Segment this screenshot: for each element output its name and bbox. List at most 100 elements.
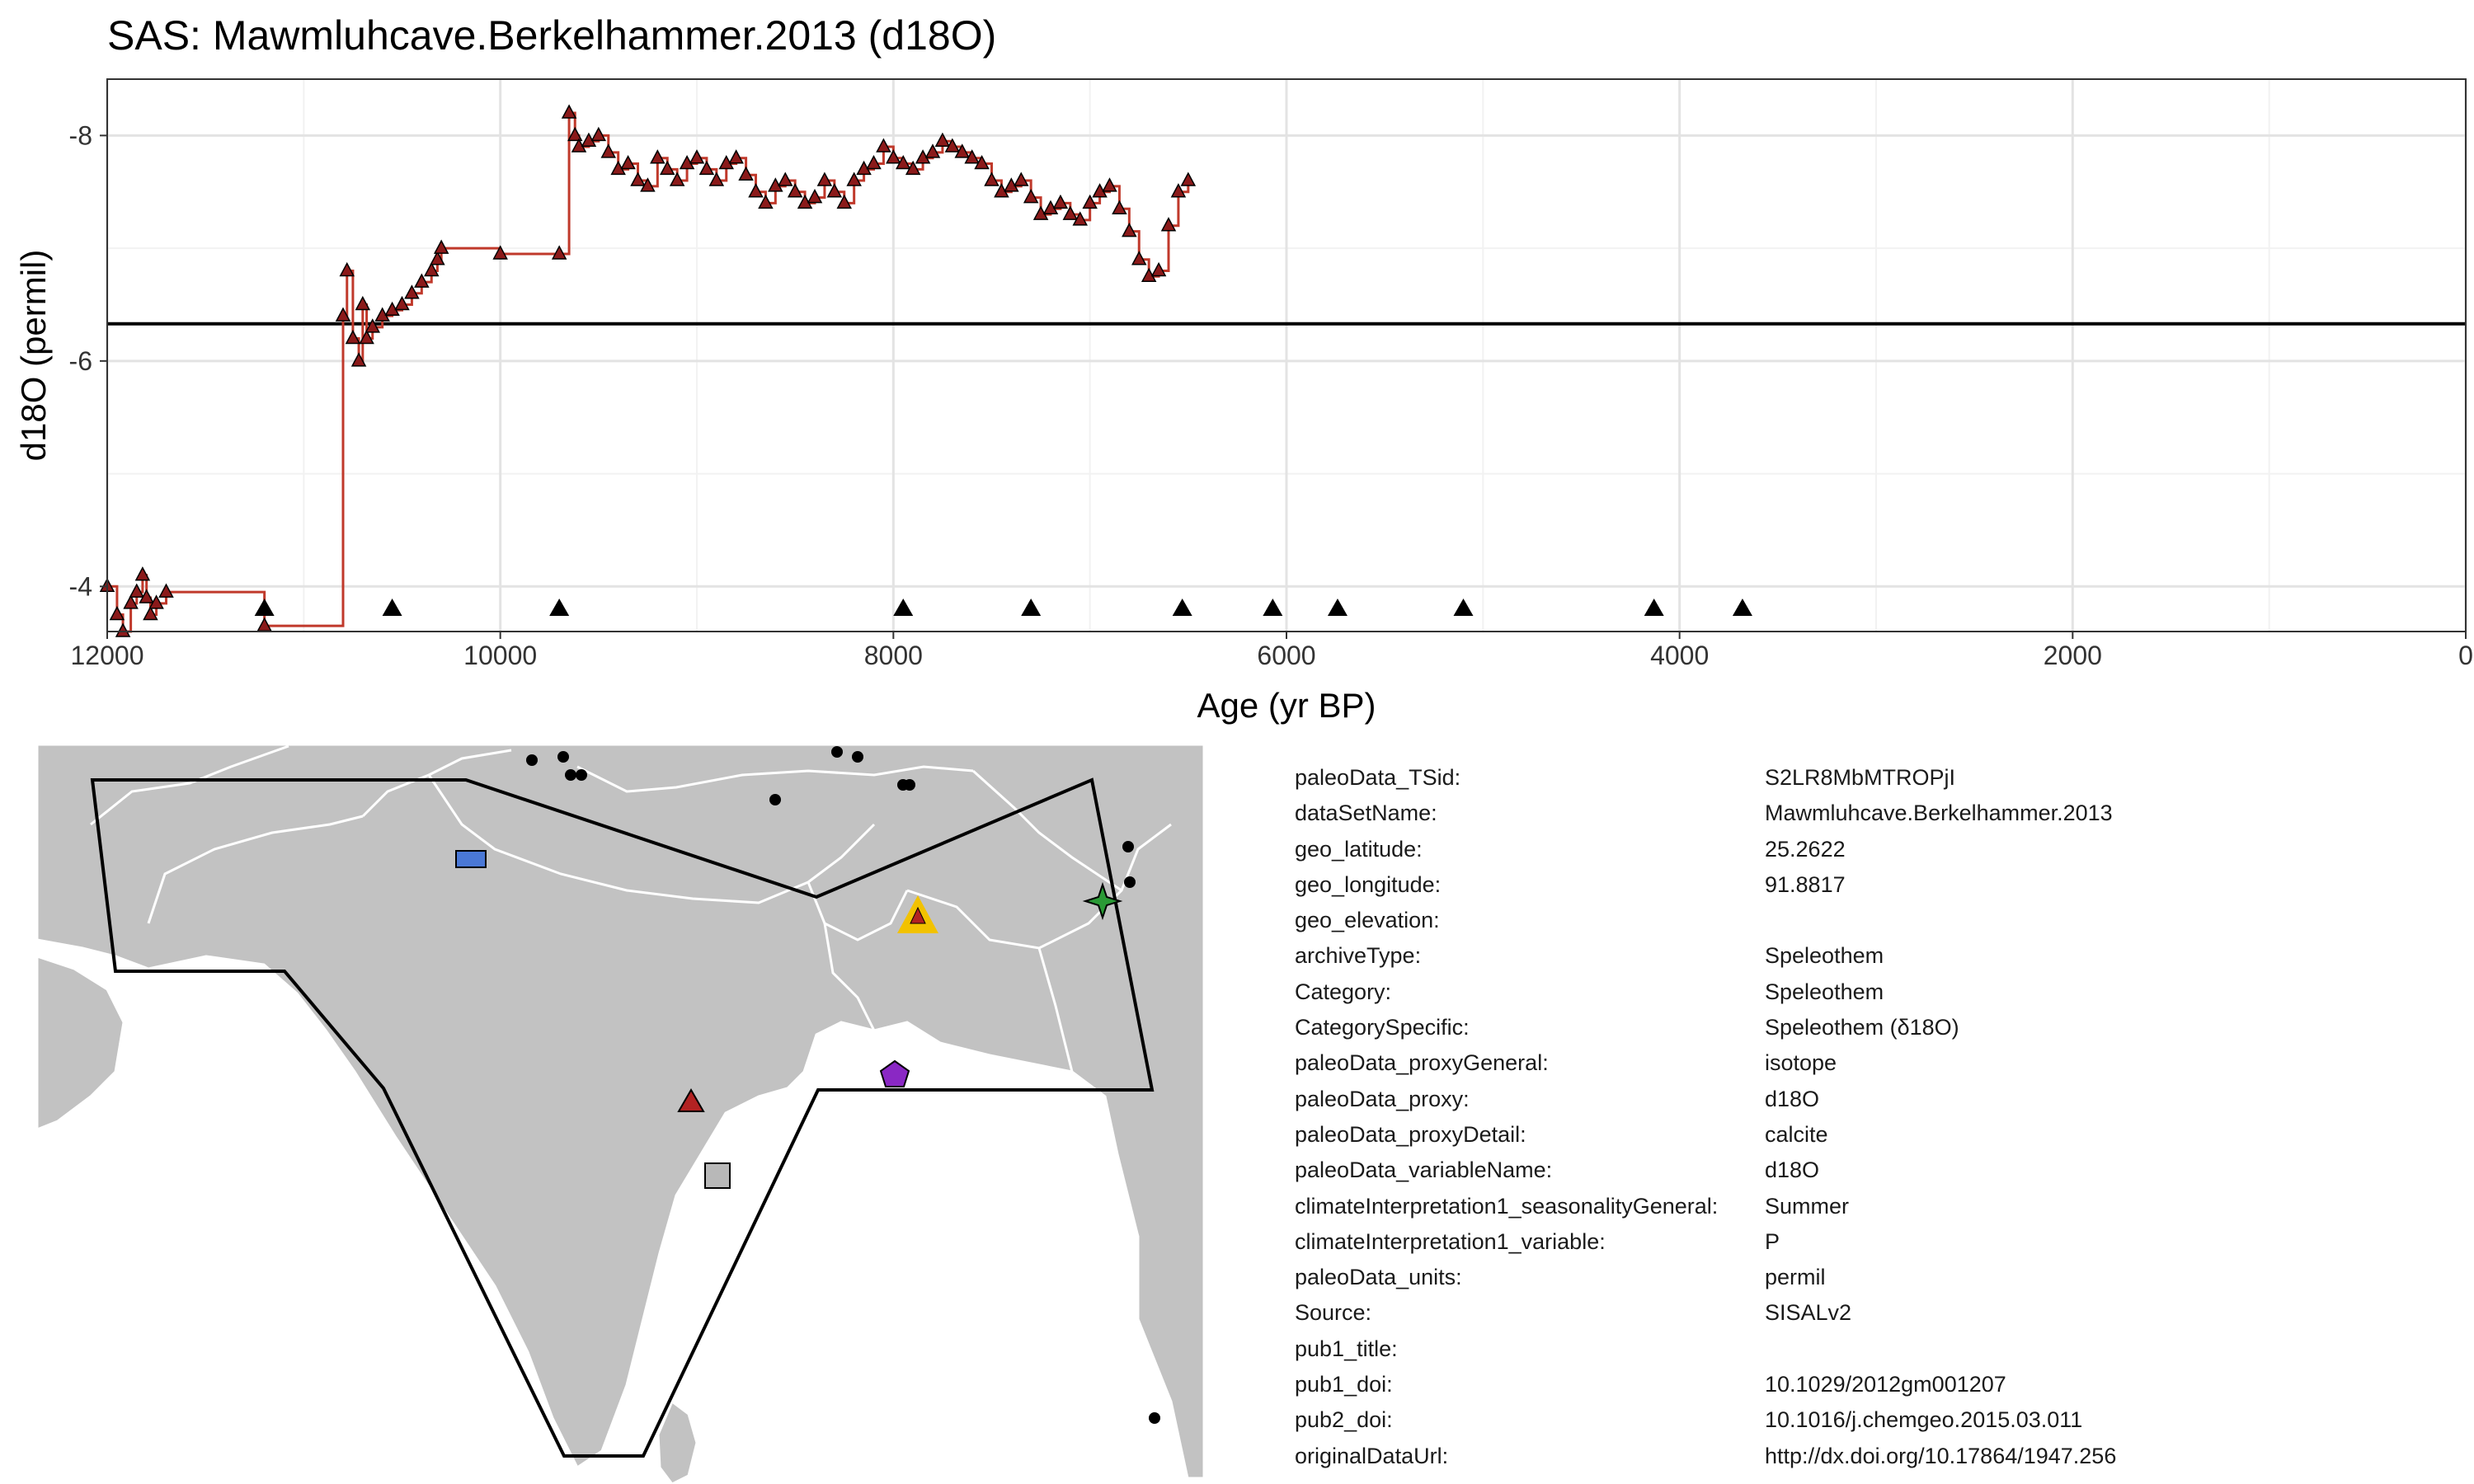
metadata-row: paleoData_proxy: d18O <box>1295 1082 2458 1117</box>
metadata-row: climateInterpretation1_seasonalityGenera… <box>1295 1189 2458 1224</box>
x-tick-label: 8000 <box>864 641 923 670</box>
data-point <box>846 171 862 186</box>
y-axis-label: d18O (permil) <box>14 250 53 462</box>
metadata-key: paleoData_proxyGeneral: <box>1295 1050 1549 1076</box>
site-dot <box>1124 876 1136 888</box>
x-axis-label: Age (yr BP) <box>1197 686 1376 725</box>
metadata-value: 10.1029/2012gm001207 <box>1765 1372 2006 1397</box>
metadata-key: CategorySpecific: <box>1295 1015 1470 1040</box>
data-point <box>394 295 410 311</box>
data-point <box>1170 183 1187 198</box>
metadata-key: geo_longitude: <box>1295 871 1442 897</box>
data-point <box>129 583 144 598</box>
data-point <box>826 183 843 198</box>
data-point <box>1160 217 1177 232</box>
metadata-row: geo_elevation: <box>1295 903 2458 938</box>
metadata-row: geo_latitude: 25.2622 <box>1295 832 2458 867</box>
data-point <box>1082 194 1098 209</box>
data-point <box>698 160 715 176</box>
metadata-value: S2LR8MbMTROPjI <box>1765 765 1956 790</box>
data-point <box>787 183 803 198</box>
data-point <box>345 329 361 345</box>
site-dot <box>557 751 569 763</box>
metadata-value: 91.8817 <box>1765 871 1846 897</box>
major-gridlines <box>106 79 2467 632</box>
site-dot <box>576 769 587 781</box>
metadata-row: paleoData_variableName: d18O <box>1295 1153 2458 1188</box>
metadata-key: climateInterpretation1_variable: <box>1295 1228 1606 1254</box>
chronology-marker <box>1263 599 1283 616</box>
data-point <box>708 171 725 186</box>
site-square-grey <box>704 1162 731 1189</box>
data-point <box>669 171 685 186</box>
metadata-row: climateInterpretation1_variable: P <box>1295 1224 2458 1260</box>
data-point <box>620 154 636 170</box>
metadata-key: paleoData_proxyDetail: <box>1295 1121 1526 1147</box>
metadata-key: climateInterpretation1_seasonalityGenera… <box>1295 1193 1719 1219</box>
data-point <box>738 166 754 181</box>
data-point <box>123 594 139 609</box>
data-point <box>1112 200 1127 214</box>
metadata-value: Summer <box>1765 1193 1850 1219</box>
chronology-marker <box>1644 599 1664 616</box>
data-point <box>335 307 351 322</box>
metadata-value: SISALv2 <box>1765 1300 1852 1326</box>
data-point <box>660 160 675 176</box>
metadata-key: paleoData_TSid: <box>1295 765 1461 790</box>
site-dot <box>769 794 781 805</box>
metadata-row: geo_longitude: 91.8817 <box>1295 867 2458 903</box>
data-point <box>355 295 371 311</box>
chronology-marker <box>1453 599 1474 616</box>
metadata-value: http://dx.doi.org/10.17864/1947.256 <box>1765 1443 2117 1468</box>
metadata-row: paleoData_proxyDetail: calcite <box>1295 1117 2458 1153</box>
x-tick-label: 12000 <box>71 641 144 670</box>
chronology-marker <box>1327 599 1348 616</box>
x-tick-label: 2000 <box>2044 641 2102 670</box>
data-point <box>954 143 970 158</box>
data-point <box>778 171 793 186</box>
x-tick-label: 4000 <box>1650 641 1709 670</box>
site-map <box>35 743 1206 1484</box>
metadata-row: pub1_title: <box>1295 1331 2458 1367</box>
data-point <box>359 329 374 345</box>
metadata-row: archiveType: Speleothem <box>1295 938 2458 974</box>
map-landmass-arabia <box>35 954 125 1132</box>
data-point <box>109 605 125 621</box>
data-point <box>1023 188 1039 204</box>
data-point <box>876 138 891 153</box>
data-point <box>433 239 449 254</box>
region-polygon <box>90 777 1155 1458</box>
metadata-value: 25.2622 <box>1765 836 1846 862</box>
data-point <box>1052 194 1069 209</box>
y-tick-label: -8 <box>69 120 92 150</box>
metadata-value: Speleothem <box>1765 979 1884 1004</box>
data-point <box>492 245 508 260</box>
data-point <box>974 154 990 170</box>
metadata-row: originalDataUrl: http://dx.doi.org/10.178… <box>1295 1439 2458 1474</box>
data-point <box>430 251 445 265</box>
data-point <box>866 154 882 170</box>
metadata-key: geo_elevation: <box>1295 908 1440 933</box>
data-point <box>836 194 852 209</box>
data-point <box>924 143 941 158</box>
data-point <box>365 318 380 333</box>
chart-title: SAS: Mawmluhcave.Berkelhammer.2013 (d18O… <box>107 12 996 59</box>
metadata-row: CategorySpecific: Speleothem (δ18O) <box>1295 1010 2458 1045</box>
site-dot <box>1122 841 1134 852</box>
metadata-row: paleoData_TSid: S2LR8MbMTROPjI <box>1295 760 2458 796</box>
x-tick-label: 0 <box>2458 641 2473 670</box>
metadata-value: permil <box>1765 1265 1826 1290</box>
site-star-green <box>1082 881 1123 921</box>
chronology-marker <box>893 599 914 616</box>
data-point <box>816 171 833 186</box>
x-tick-label: 6000 <box>1257 641 1315 670</box>
metadata-value: Speleothem (δ18O) <box>1765 1015 1959 1040</box>
chronology-marker <box>549 599 570 616</box>
site-triangle-red <box>677 1087 705 1112</box>
data-point <box>1014 171 1029 186</box>
site-dot <box>526 754 538 766</box>
metadata-value: d18O <box>1765 1086 1820 1111</box>
chronology-marker <box>1021 599 1042 616</box>
map-borders <box>90 744 1172 1237</box>
data-point <box>964 149 980 164</box>
